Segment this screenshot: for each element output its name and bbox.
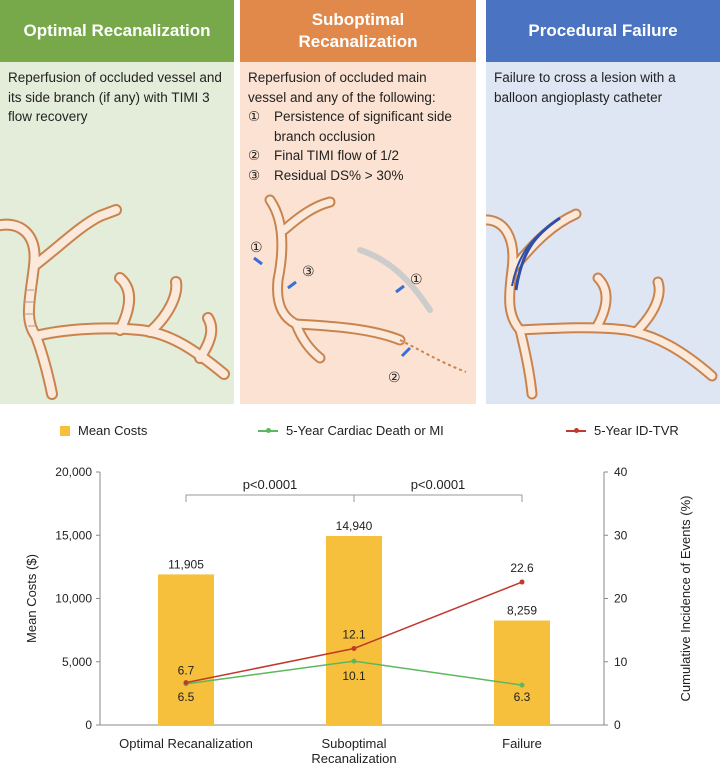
y-tick-label: 20,000	[55, 465, 92, 479]
line-value-label: 12.1	[342, 627, 366, 641]
guidewire	[511, 221, 555, 287]
panel-description: Failure to cross a lesion with a balloon…	[494, 70, 676, 105]
bar-value-label: 8,259	[507, 604, 537, 618]
bar	[158, 574, 214, 725]
stent-mesh	[24, 289, 36, 327]
legend-line-swatch	[258, 427, 278, 433]
bar-value-label: 11,905	[168, 557, 204, 571]
legend-label: 5-Year ID-TVR	[594, 423, 679, 438]
bar	[326, 536, 382, 725]
item-number: ③	[248, 167, 261, 183]
y-axis-title: Mean Costs ($)	[24, 554, 39, 643]
panel-description: Reperfusion of occluded main vessel and …	[248, 70, 436, 105]
panel-title-line1: Suboptimal	[311, 10, 405, 29]
procedural-failure-header: Procedural Failure	[486, 0, 720, 62]
arrow-marker	[395, 284, 405, 294]
coronary-vessel-illustration: ① ③ ① ②	[250, 194, 467, 385]
p-value-bracket	[185, 494, 355, 502]
item-text: Final TIMI flow of 1/2	[274, 148, 400, 163]
legend-mean-costs: Mean Costs	[60, 423, 147, 438]
vessel-tree	[486, 208, 718, 400]
list-item: ② Final TIMI flow of 1/2	[248, 146, 468, 166]
list-item: ③ Residual DS% > 30%	[248, 166, 468, 186]
legend-bar-swatch	[60, 425, 70, 436]
occluded-side-branch	[357, 247, 433, 313]
list-item: ① Persistence of significant side branch …	[248, 107, 468, 146]
legend-label: Mean Costs	[78, 423, 148, 438]
bar-value-label: 14,940	[336, 519, 373, 533]
x-tick-label: Optimal Recanalization	[119, 736, 253, 751]
bar	[494, 620, 550, 725]
series-point	[519, 682, 525, 688]
line-value-label: 6.5	[178, 690, 195, 704]
criteria-list: ① Persistence of significant side branch …	[240, 107, 476, 185]
y2-tick-label: 20	[614, 592, 628, 606]
y2-tick-label: 30	[614, 528, 628, 542]
line-value-label: 22.6	[510, 561, 534, 575]
marker-label: ②	[388, 369, 401, 385]
y2-tick-label: 10	[614, 655, 628, 669]
vessel-lumen	[266, 196, 404, 362]
bars	[158, 536, 550, 725]
marker-label: ①	[250, 239, 263, 255]
item-text: Persistence of significant side branch o…	[274, 109, 452, 144]
y2-tick-label: 40	[614, 465, 628, 479]
y-tick-label: 15,000	[55, 528, 92, 542]
optimal-recanalization-header: Optimal Recanalization	[0, 0, 234, 62]
p-value-bracket	[353, 494, 523, 502]
suboptimal-recanalization-panel: Suboptimal Recanalization Reperfusion of…	[240, 0, 476, 404]
distal-dashed-vessel	[399, 339, 467, 373]
x-tick-label: Suboptimal	[321, 736, 386, 751]
optimal-recanalization-panel: Optimal Recanalization Reperfusion of oc…	[0, 0, 234, 404]
p-value-label: p<0.0001	[243, 477, 298, 492]
y-tick-label: 0	[85, 718, 92, 732]
y-tick-label: 5,000	[62, 655, 92, 669]
series-point	[183, 680, 189, 686]
lines	[183, 579, 525, 688]
item-number: ①	[248, 109, 261, 124]
vessel-lumen	[486, 210, 716, 398]
item-text: Residual DS% > 30%	[274, 167, 404, 183]
legend-label: 5-Year Cardiac Death or MI	[286, 423, 444, 438]
marker-label: ③	[302, 263, 315, 279]
p-value-label: p<0.0001	[411, 477, 466, 492]
panel-description: Reperfusion of occluded vessel and its s…	[8, 70, 222, 124]
line-value-label: 10.1	[342, 669, 366, 683]
panel-title-line2: Recanalization	[298, 32, 418, 51]
arrow-marker	[400, 346, 412, 358]
y2-tick-label: 0	[614, 718, 621, 732]
arrow-marker	[253, 256, 263, 266]
y2-axis-title: Cumulative Incidence of Events (%)	[678, 496, 693, 702]
costs-events-chart: 0 5,000 10,000 15,000 20,000 0 10 20 30 40 Mean Co…	[24, 465, 693, 766]
line-value-label: 6.3	[514, 690, 531, 704]
suboptimal-recanalization-header: Suboptimal Recanalization	[240, 0, 476, 62]
legend-cardiac-death: 5-Year Cardiac Death or MI	[258, 423, 444, 438]
series-point	[519, 579, 525, 585]
coronary-vessel-illustration	[0, 204, 230, 400]
procedural-failure-panel: Procedural Failure Failure to cross a le…	[486, 0, 720, 404]
series-point	[351, 645, 357, 651]
panel-title: Procedural Failure	[528, 21, 678, 40]
item-number: ②	[248, 148, 261, 163]
panel-title: Optimal Recanalization	[23, 21, 211, 40]
series-point	[351, 658, 357, 664]
line-value-label: 6.7	[178, 664, 195, 678]
data-labels: 11,905 14,940 8,259 6.5 10.1 6.3 6.7 12.1 22.6	[168, 519, 537, 704]
vessel-lumen	[0, 206, 228, 398]
legend-id-tvr: 5-Year ID-TVR	[566, 423, 679, 438]
coronary-vessel-illustration	[486, 208, 718, 400]
y-tick-label: 10,000	[55, 592, 92, 606]
legend-line-swatch	[566, 427, 586, 433]
arrow-marker	[287, 280, 297, 290]
marker-label: ①	[410, 271, 423, 287]
x-tick-label: Recanalization	[311, 751, 396, 766]
x-tick-label: Failure	[502, 736, 542, 751]
